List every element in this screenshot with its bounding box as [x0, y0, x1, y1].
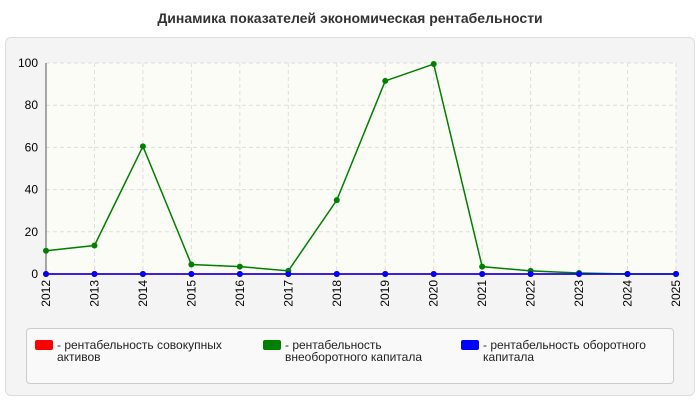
x-tick-label: 2022 [524, 280, 538, 307]
x-tick-label: 2020 [427, 280, 441, 307]
point [382, 271, 389, 277]
point [479, 271, 486, 277]
legend-swatch [263, 340, 281, 350]
point [236, 263, 243, 270]
legend-swatch [461, 340, 479, 350]
x-tick-label: 2025 [669, 280, 683, 307]
legend-label: - рентабельность оборотного капитала [483, 338, 646, 364]
point [188, 261, 195, 268]
point [139, 271, 146, 277]
legend-item: - рентабельность совокупных активов [35, 339, 240, 363]
point [43, 271, 49, 277]
x-tick-label: 2021 [475, 280, 489, 307]
y-tick-label: 40 [25, 183, 39, 197]
x-tick-label: 2019 [378, 280, 392, 307]
point [576, 271, 583, 277]
x-tick-label: 2013 [87, 280, 101, 307]
plot-area [46, 63, 676, 274]
point [285, 271, 292, 277]
x-tick-label: 2018 [330, 280, 344, 307]
legend-item: - рентабельность внеоборотного капитала [263, 339, 443, 363]
x-tick-label: 2023 [572, 280, 586, 307]
point [333, 271, 340, 277]
point [430, 61, 437, 68]
point [236, 271, 243, 277]
point [188, 271, 195, 277]
y-tick-label: 0 [31, 267, 38, 281]
point [527, 271, 534, 277]
point [430, 271, 437, 277]
point [479, 263, 486, 270]
point [139, 143, 146, 150]
x-tick-label: 2012 [39, 280, 53, 307]
legend-swatch [35, 340, 53, 350]
point [382, 77, 389, 84]
y-tick-label: 80 [25, 98, 39, 112]
chart-title: Динамика показателей экономическая рента… [157, 10, 543, 26]
legend: - рентабельность совокупных активов - рен… [26, 328, 674, 384]
legend-label: - рентабельность внеоборотного капитала [285, 338, 422, 364]
y-tick-label: 100 [18, 56, 38, 70]
x-tick-label: 2015 [184, 280, 198, 307]
x-tick-label: 2024 [621, 280, 635, 307]
x-tick-label: 2017 [281, 280, 295, 307]
point [91, 242, 98, 249]
point [333, 197, 340, 204]
point [673, 271, 679, 277]
point [624, 271, 631, 277]
point [91, 271, 98, 277]
x-tick-label: 2016 [233, 280, 247, 307]
x-tick-label: 2014 [136, 280, 150, 307]
series-line [45, 63, 676, 275]
legend-label: - рентабельность совокупных активов [57, 338, 222, 364]
legend-item: - рентабельность оборотного капитала [461, 339, 666, 363]
point [43, 247, 49, 254]
y-tick-label: 20 [25, 225, 39, 239]
y-tick-label: 60 [25, 140, 39, 154]
